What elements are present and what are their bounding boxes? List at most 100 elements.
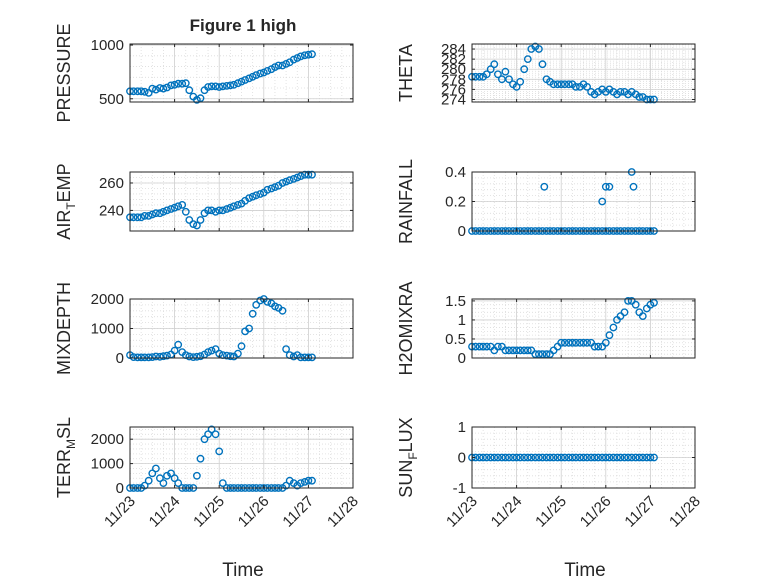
data-point [207,82,216,91]
data-point [564,453,573,462]
data-point [163,351,171,360]
data-point [598,197,607,206]
data-point [613,453,621,462]
y-tick-label: 276 [441,81,466,98]
data-point [159,84,168,93]
data-point [308,50,316,59]
data-point [620,308,629,317]
data-point [523,346,532,355]
panel-rainfall-ylabel: RAINFALL [396,159,416,244]
data-point [509,346,517,355]
data-point [204,206,213,215]
data-point [196,94,205,103]
data-point [609,323,618,332]
data-point [285,476,294,485]
panel-air-temp-ylabel-part: EMP [54,163,74,202]
data-point [140,481,149,490]
data-point [237,77,246,86]
y-tick-label: 280 [441,61,466,78]
data-point [535,350,543,359]
data-point [509,453,517,462]
panel-theta-series [468,42,658,104]
data-point [568,453,577,462]
data-point [229,80,238,89]
panel-sun-flux-series [468,453,658,462]
data-point [635,453,644,462]
data-point [144,353,153,362]
data-point [226,81,235,90]
data-point [252,191,261,200]
data-point [512,453,521,462]
data-point [207,425,216,434]
data-point [583,453,591,462]
data-point [546,453,554,462]
data-point [523,55,532,63]
data-point [178,79,187,88]
data-point [549,453,558,462]
data-point [233,200,242,209]
data-point [505,453,513,462]
data-point [531,453,540,462]
data-point [256,190,265,198]
data-point [192,221,201,230]
data-point [229,202,238,211]
data-point [163,83,171,92]
data-point [289,352,298,361]
data-point [594,453,603,462]
data-point [300,477,309,486]
data-point [181,207,190,216]
data-point [163,471,171,480]
data-point [233,79,242,88]
panel-air-temp-series [126,170,316,230]
data-point [501,346,510,355]
data-point [140,211,149,220]
data-point [616,88,625,96]
panel-air-temp-ylabel-part: AIR [54,210,74,240]
data-point [140,87,149,96]
panel-terr-msl-ylabel-subscript: M [64,439,78,449]
panel-mixdepth: 0 1000 2000 MIXDEPTH [54,282,354,375]
data-point [538,453,547,462]
data-point [497,75,506,84]
y-tick-label: 284 [441,41,466,58]
data-point [572,453,580,462]
data-point [174,79,183,88]
data-point [296,353,305,362]
data-point [501,67,510,76]
data-point [479,453,487,462]
data-point [583,338,591,347]
data-point [304,50,313,59]
panel-h2omixra-ylabel: H2OMIXRA [396,281,416,375]
data-point [155,84,164,92]
data-point [271,183,279,192]
y-tick-label: 1000 [91,37,124,54]
data-point [192,471,201,480]
data-point [497,453,506,462]
panel-air-temp: 240 260 AIRTEMP [54,163,354,240]
data-point [624,296,632,305]
data-point [148,84,157,93]
y-tick-label: 1.5 [445,293,466,310]
data-point [185,86,194,95]
data-point [222,82,231,90]
data-point [304,476,313,485]
data-point [267,184,276,193]
data-point [587,453,595,462]
data-point [490,60,499,69]
y-tick-label: 240 [99,202,124,219]
data-point [192,96,201,104]
data-point [185,216,194,224]
data-point [482,453,491,462]
data-point [155,209,164,218]
data-point [148,210,157,219]
data-point [170,474,179,483]
data-point [245,194,254,203]
panel-theta-minor-grid [472,44,695,102]
y-tick-label: 0.2 [445,194,466,211]
x-axis-label-left: Time [222,560,264,581]
data-point [560,453,569,462]
panel-theta-ylabel: THETA [396,44,416,102]
data-point [535,45,543,53]
data-point [601,453,610,462]
